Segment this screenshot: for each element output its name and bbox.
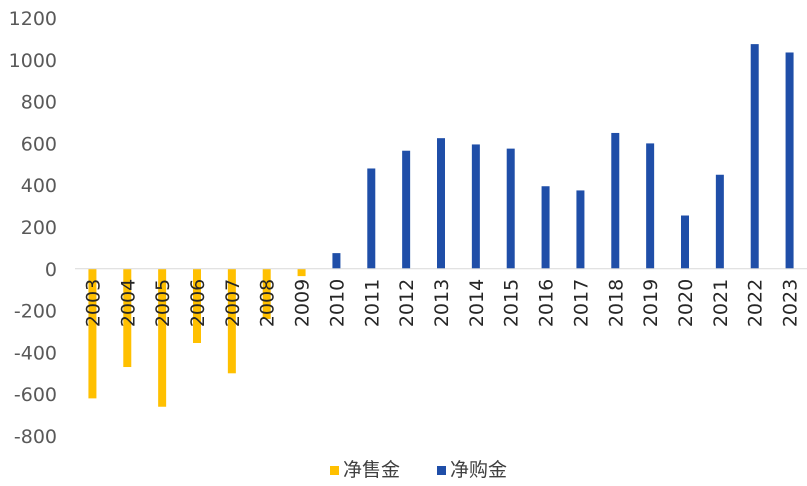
x-tick-label: 2010 xyxy=(326,279,348,327)
legend-swatch-net-purchase xyxy=(437,466,446,475)
y-tick-label: 400 xyxy=(21,175,57,197)
x-tick-label: 2018 xyxy=(605,279,627,327)
bar-net-purchase-2020 xyxy=(681,215,689,269)
y-tick-label: -600 xyxy=(14,384,57,406)
x-tick-label: 2020 xyxy=(675,279,697,327)
legend: 净售金 净购金 xyxy=(330,459,507,481)
x-tick-label: 2013 xyxy=(431,279,453,327)
bar-net-purchase-2016 xyxy=(541,186,550,269)
x-tick-label: 2004 xyxy=(117,279,139,327)
bar-net-purchase-2011 xyxy=(367,168,376,269)
legend-label-net-purchase: 净购金 xyxy=(450,459,507,481)
bar-net-purchase-2010 xyxy=(332,253,341,269)
x-tick-label: 2019 xyxy=(640,279,662,327)
legend-swatch-net-sale xyxy=(330,466,339,475)
x-tick-label: 2021 xyxy=(710,279,732,327)
y-tick-label: 200 xyxy=(21,217,57,239)
x-tick-label: 2005 xyxy=(152,279,174,327)
x-tick-label: 2009 xyxy=(292,279,314,327)
y-tick-label: 800 xyxy=(21,92,57,114)
bar-net-purchase-2015 xyxy=(506,148,515,269)
x-tick-label: 2017 xyxy=(570,279,592,327)
bar-net-purchase-2012 xyxy=(402,150,411,269)
bar-net-sale-2003 xyxy=(88,268,97,399)
bar-net-purchase-2022 xyxy=(750,44,759,269)
x-tick-label: 2014 xyxy=(466,279,488,327)
bar-net-purchase-2014 xyxy=(471,144,480,269)
x-tick-label: 2023 xyxy=(780,279,802,327)
x-tick-label: 2022 xyxy=(745,279,767,327)
y-tick-label: 0 xyxy=(45,259,57,281)
bar-net-purchase-2019 xyxy=(646,143,655,269)
x-tick-label: 2008 xyxy=(257,279,279,327)
y-axis-ticks: 1200 1000 800 600 400 200 0 -200 -400 -600 -800 xyxy=(9,8,57,448)
bar-net-sale-2004 xyxy=(123,268,132,368)
bar-net-purchase-2017 xyxy=(576,190,585,269)
bar-net-purchase-2021 xyxy=(715,174,724,269)
x-tick-label: 2012 xyxy=(396,279,418,327)
y-tick-label: -200 xyxy=(14,301,57,323)
bar-net-purchase-2018 xyxy=(611,132,620,269)
x-axis-ticks: 2003 2004 2005 2006 2007 2008 2009 2010 2011 2012… xyxy=(82,279,801,327)
y-tick-label: 1000 xyxy=(9,50,57,72)
y-tick-label: 600 xyxy=(21,133,57,155)
x-tick-label: 2006 xyxy=(187,279,209,327)
bar-net-sale-2006 xyxy=(193,268,201,343)
bar-net-purchase-2013 xyxy=(437,138,445,269)
y-tick-label: -400 xyxy=(14,342,57,364)
x-tick-label: 2003 xyxy=(82,279,104,327)
x-tick-label: 2016 xyxy=(536,279,558,327)
bar-net-sale-2005 xyxy=(158,268,167,407)
legend-label-net-sale: 净售金 xyxy=(343,459,400,481)
bar-net-sale-2009 xyxy=(297,268,306,277)
bar-net-sale-2007 xyxy=(227,268,236,374)
y-tick-label: 1200 xyxy=(9,8,57,30)
bar-net-sale-2008 xyxy=(262,268,271,319)
x-tick-label: 2007 xyxy=(222,279,244,327)
x-tick-label: 2015 xyxy=(501,279,523,327)
bars-layer xyxy=(88,44,794,407)
y-tick-label: -800 xyxy=(14,426,57,448)
bar-net-purchase-2023 xyxy=(785,52,794,269)
x-tick-label: 2011 xyxy=(361,279,383,327)
